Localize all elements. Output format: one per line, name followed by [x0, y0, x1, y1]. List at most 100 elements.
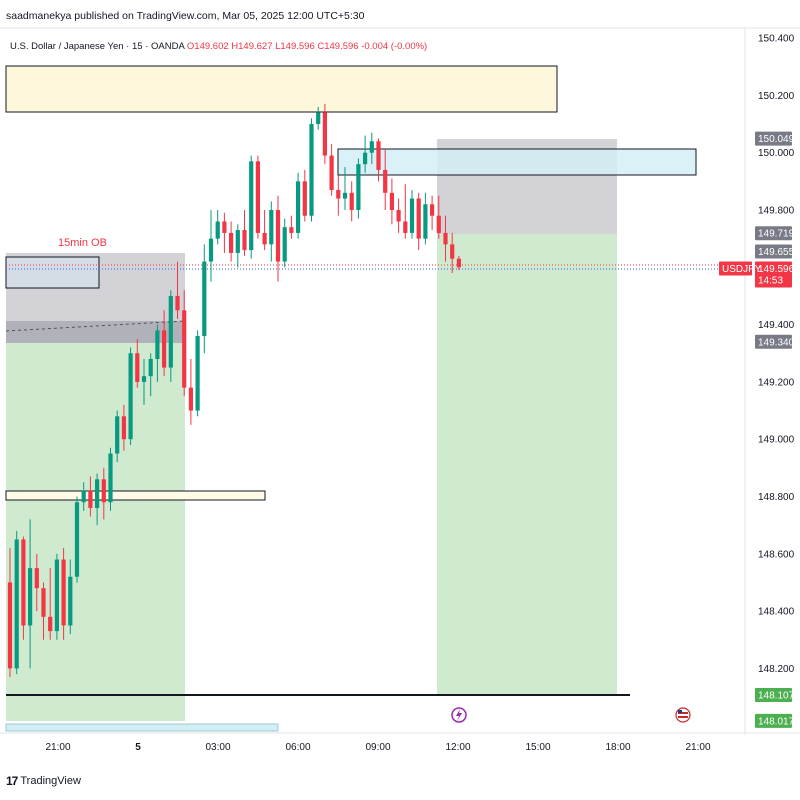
candle-body[interactable] — [336, 189, 341, 199]
fvg-zone-box[interactable] — [337, 148, 697, 176]
candle-body[interactable] — [135, 353, 140, 382]
candle-body[interactable] — [249, 161, 254, 251]
price-tick-label: 148.400 — [758, 607, 795, 618]
candle-body[interactable] — [329, 155, 334, 190]
candle-body[interactable] — [215, 221, 220, 239]
candle-body[interactable] — [262, 232, 267, 245]
candle-body[interactable] — [296, 181, 301, 233]
candle-body[interactable] — [7, 582, 13, 669]
candle-body[interactable] — [108, 453, 113, 503]
candle-body[interactable] — [423, 204, 428, 239]
candle-body[interactable] — [255, 161, 260, 233]
candle-body[interactable] — [141, 376, 147, 382]
candle-body[interactable] — [450, 244, 455, 259]
candle-body[interactable] — [21, 539, 26, 626]
candle-body[interactable] — [155, 330, 160, 359]
price-badge — [755, 131, 792, 146]
ohlc-values: O149.602 H149.627 L149.596 C149.596 -0.0… — [186, 41, 428, 52]
candle-body[interactable] — [403, 221, 408, 233]
entry-band — [6, 321, 185, 343]
candle-body[interactable] — [28, 568, 33, 626]
candle-body[interactable] — [409, 198, 415, 233]
time-tick-label: 09:00 — [365, 742, 390, 753]
time-tick-label: 21:00 — [45, 742, 70, 753]
time-tick-label: 03:00 — [205, 742, 230, 753]
candle-body[interactable] — [148, 358, 153, 377]
candle-body[interactable] — [188, 387, 193, 411]
candle-body[interactable] — [74, 502, 80, 577]
candle-body[interactable] — [41, 588, 46, 617]
candle-body[interactable] — [302, 181, 307, 216]
candle-body[interactable] — [436, 215, 441, 233]
us-flag-stripe — [678, 716, 688, 718]
candle-body[interactable] — [376, 141, 381, 170]
candle-body[interactable] — [229, 232, 234, 253]
candle-body[interactable] — [456, 258, 461, 268]
candle-body[interactable] — [396, 210, 401, 222]
candle-body[interactable] — [416, 198, 421, 239]
price-tick-label: 149.800 — [758, 206, 795, 217]
candle-body[interactable] — [309, 124, 314, 216]
candle-body[interactable] — [121, 416, 126, 440]
us-flag-canton — [678, 710, 682, 713]
candle-body[interactable] — [162, 330, 167, 368]
candle-body[interactable] — [430, 204, 435, 216]
candle-body[interactable] — [14, 539, 19, 669]
candle-body[interactable] — [389, 192, 394, 210]
right-target-zone — [437, 234, 617, 695]
lightning-event-icon[interactable] — [451, 707, 467, 723]
price-badge — [755, 713, 792, 728]
tradingview-brand: TradingView — [20, 775, 81, 787]
candle-body[interactable] — [235, 230, 240, 253]
candle-body[interactable] — [356, 164, 361, 210]
time-tick-label: 21:00 — [685, 742, 710, 753]
price-badge-label: 149.655 — [758, 247, 795, 258]
symbol-description[interactable]: U.S. Dollar / Japanese Yen · 15 · OANDA — [10, 41, 185, 52]
candle-body[interactable] — [275, 210, 281, 262]
tradingview-logo[interactable]: 17 TradingView — [6, 774, 81, 788]
candle-body[interactable] — [208, 238, 214, 262]
time-tick-label: 06:00 — [285, 742, 310, 753]
candle-body[interactable] — [128, 353, 133, 440]
candle-body[interactable] — [342, 192, 348, 199]
candle-body[interactable] — [349, 192, 354, 210]
candle-body[interactable] — [195, 336, 200, 411]
price-tick-label: 148.600 — [758, 549, 795, 560]
candle-body[interactable] — [202, 261, 207, 337]
candle-body[interactable] — [168, 295, 173, 368]
price-badge — [755, 261, 792, 288]
candle-body[interactable] — [95, 479, 100, 508]
candle-body[interactable] — [282, 227, 287, 262]
left-target-zone — [6, 343, 185, 721]
symbol-legend: U.S. Dollar / Japanese Yen · 15 · OANDA … — [10, 41, 427, 52]
candle-body[interactable] — [443, 232, 448, 245]
price-badge-label: 149.719 — [758, 229, 795, 240]
candle-body[interactable] — [115, 416, 120, 454]
candle-body[interactable] — [81, 490, 86, 503]
candle-body[interactable] — [316, 112, 321, 125]
bottom-cyan-box — [5, 723, 279, 732]
candle-body[interactable] — [68, 576, 73, 626]
candle-body[interactable] — [34, 568, 39, 589]
candle-body[interactable] — [383, 169, 388, 193]
time-tick-label: 12:00 — [445, 742, 470, 753]
candle-body[interactable] — [289, 227, 294, 233]
candle-body[interactable] — [101, 479, 106, 503]
candle-body[interactable] — [61, 559, 66, 626]
order-block-box[interactable] — [5, 256, 100, 289]
candle-body[interactable] — [363, 152, 368, 165]
supply-zone-box[interactable] — [5, 65, 558, 113]
candle-body[interactable] — [222, 221, 227, 233]
candle-body[interactable] — [54, 559, 59, 632]
candle-body[interactable] — [48, 616, 53, 632]
candle-body[interactable] — [369, 141, 374, 153]
candle-body[interactable] — [322, 112, 327, 156]
candle-body[interactable] — [269, 210, 274, 245]
symbol-tag — [719, 261, 752, 276]
candle-body[interactable] — [175, 295, 180, 311]
candle-body[interactable] — [182, 310, 187, 388]
demand-zone-box[interactable] — [5, 490, 266, 501]
candle-body[interactable] — [88, 490, 93, 508]
candle-body[interactable] — [242, 230, 247, 251]
